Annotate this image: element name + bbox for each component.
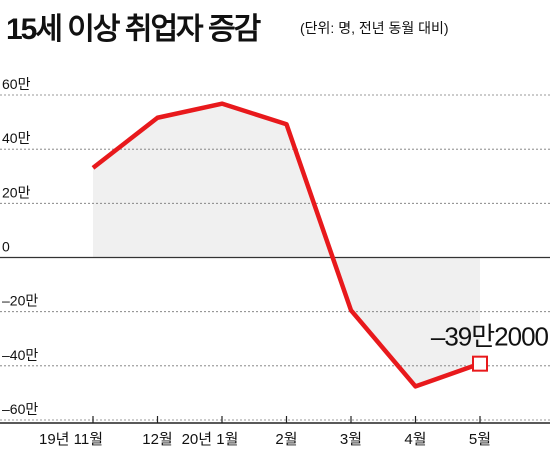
label-layer: –39만2000 — [431, 322, 550, 352]
series-line — [91, 101, 481, 389]
chart-unit-note: (단위: 명, 전년 동월 대비) — [300, 20, 449, 36]
y-tick-label: 0 — [2, 239, 10, 255]
y-tick-label: 40만 — [2, 130, 31, 146]
x-tick-label: 12월 — [142, 431, 173, 448]
area-layer — [93, 103, 480, 387]
x-tick-label: 20년 1월 — [182, 431, 239, 448]
y-tick-label: 20만 — [2, 184, 31, 200]
point-marker — [472, 355, 488, 372]
line-layer — [91, 101, 488, 389]
y-tick-label: –40만 — [2, 347, 38, 363]
chart-title: 15세 이상 취업자 증감 — [6, 13, 261, 46]
annotation-label: –39만2000 — [431, 322, 549, 352]
x-tick-label: 3월 — [340, 431, 362, 448]
x-tick-label: 4월 — [404, 431, 426, 448]
grid-layer: 60만 40만 20만 0 –20만 –40만 –60만 — [0, 76, 550, 421]
x-tick-label: 2월 — [275, 431, 297, 448]
axis-layer: 19년 11월 12월 20년 1월 2월 3월 4월 5월 — [0, 416, 550, 448]
x-tick-label: 19년 11월 — [39, 431, 103, 448]
y-tick-label: –20만 — [2, 293, 38, 309]
y-tick-label: 60만 — [2, 76, 31, 92]
x-tick-label: 5월 — [469, 431, 491, 448]
y-tick-label: –60만 — [2, 401, 38, 417]
area-fill — [93, 103, 480, 387]
